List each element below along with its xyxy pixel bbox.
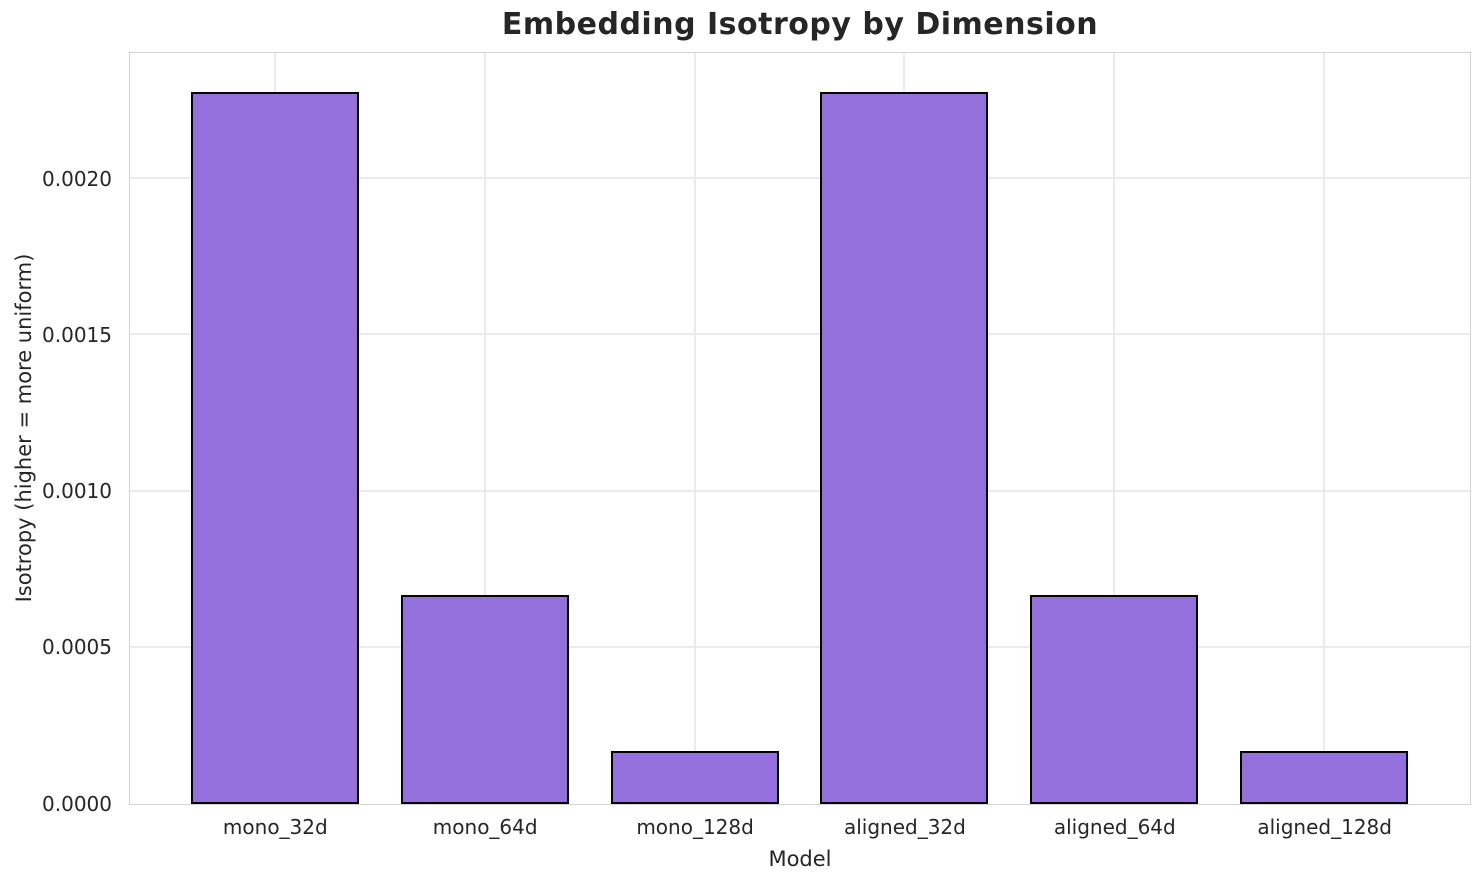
x-tick-label-aligned_64d: aligned_64d (1053, 815, 1176, 839)
y-tick-label: 0.0005 (42, 635, 112, 660)
bar-mono_32d (190, 91, 359, 804)
h-gridline (130, 177, 1470, 179)
y-axis-label: Isotropy (higher = more uniform) (12, 253, 36, 603)
h-gridline (130, 645, 1470, 648)
h-gridline (130, 333, 1470, 336)
y-tick-label: 0.0020 (42, 166, 112, 191)
bar-mono_128d (610, 750, 779, 804)
y-tick-label: 0.0000 (42, 791, 112, 816)
plot-area (129, 52, 1471, 805)
v-gridline (1113, 53, 1116, 804)
bar-aligned_128d (1240, 750, 1409, 804)
bar-aligned_64d (1030, 594, 1199, 804)
chart-title: Embedding Isotropy by Dimension (501, 7, 1099, 42)
x-tick-label-aligned_128d: aligned_128d (1257, 815, 1392, 839)
bar-mono_64d (400, 594, 569, 804)
y-tick-label: 0.0015 (42, 322, 112, 347)
v-gridline (483, 53, 486, 804)
h-gridline (130, 489, 1470, 492)
x-tick-label-aligned_32d: aligned_32d (843, 815, 966, 839)
bar-aligned_32d (820, 91, 989, 804)
v-gridline (1323, 53, 1326, 804)
y-tick-label: 0.0010 (42, 479, 112, 503)
x-tick-label-mono_128d: mono_128d (636, 815, 754, 839)
x-tick-label-mono_32d: mono_32d (222, 815, 328, 839)
x-axis-label: Model (768, 847, 832, 871)
x-tick-label-mono_64d: mono_64d (432, 815, 538, 839)
v-gridline (693, 53, 696, 804)
